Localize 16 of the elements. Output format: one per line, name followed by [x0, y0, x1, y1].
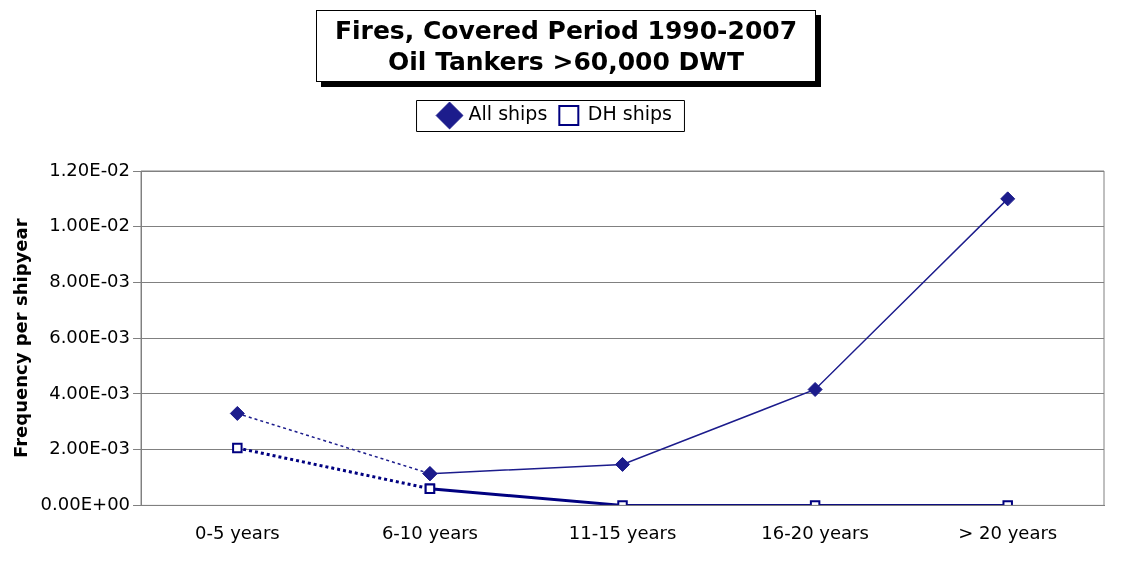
x-tick-label: 0-5 years	[195, 521, 280, 543]
x-tick-label: 16-20 years	[761, 521, 869, 543]
y-tick-label: 2.00E-03	[49, 437, 131, 459]
y-tick-label: 8.00E-03	[49, 270, 131, 292]
chart-title: Fires, Covered Period 1990-2007 Oil Tankers >60,000 DWT	[315, 10, 817, 82]
y-tick-label: 1.00E-02	[49, 214, 131, 236]
y-tick-label: 4.00E-03	[49, 381, 131, 403]
y-tick-label: 1.20E-02	[49, 158, 131, 180]
x-tick-label: 11-15 years	[568, 521, 677, 543]
y-tick-label: 6.00E-03	[49, 325, 131, 347]
x-tick-label: 6-10 years	[381, 521, 478, 543]
legend-label: DH ships	[587, 102, 672, 125]
y-axis-title: Frequency per shipyear	[10, 218, 32, 458]
x-tick-label: > 20 years	[958, 521, 1058, 543]
legend-label: All ships	[468, 102, 548, 125]
y-tick-label: 0.00E+00	[40, 493, 131, 515]
